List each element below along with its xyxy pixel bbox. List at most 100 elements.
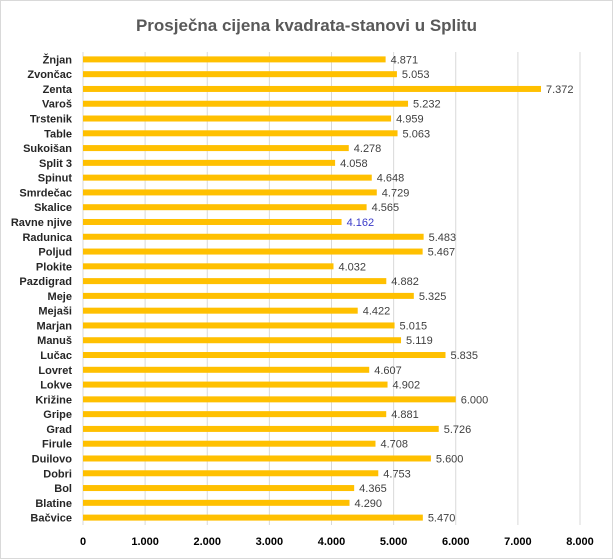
- category-label: Spinut: [38, 173, 73, 185]
- data-label: 5.232: [413, 99, 441, 111]
- bar: [83, 514, 423, 521]
- category-label: Manuš: [37, 335, 72, 347]
- chart-title: Prosječna cijena kvadrata-stanovi u Spli…: [135, 16, 478, 35]
- bar: [83, 499, 350, 506]
- x-tick-label: 1.000: [131, 536, 159, 548]
- bar: [83, 366, 370, 373]
- data-label: 5.015: [400, 320, 428, 332]
- category-label: Radunica: [22, 232, 72, 244]
- bar: [83, 100, 409, 107]
- bar: [83, 292, 414, 299]
- category-label: Lokve: [40, 380, 72, 392]
- category-label: Duilovo: [32, 453, 73, 465]
- category-label: Blatine: [35, 498, 72, 510]
- category-label: Varoš: [42, 99, 72, 111]
- bar: [83, 85, 541, 92]
- bar: [83, 278, 387, 285]
- category-label: Žnjan: [43, 53, 73, 66]
- data-label: 5.600: [436, 453, 464, 465]
- x-tick-label: 0: [80, 536, 86, 548]
- data-label: 5.119: [406, 335, 433, 347]
- category-label: Pazdigrad: [19, 276, 72, 288]
- bar: [83, 322, 395, 329]
- bar: [83, 411, 387, 418]
- x-tick-label: 5.000: [380, 536, 408, 548]
- bar: [83, 115, 392, 122]
- data-label: 7.372: [546, 84, 574, 96]
- category-label: Smrdečac: [19, 187, 72, 199]
- data-label: 4.753: [383, 468, 411, 480]
- category-label: Zenta: [43, 84, 73, 96]
- data-label: 4.708: [380, 439, 408, 451]
- bar: [83, 204, 367, 211]
- bar: [83, 189, 377, 196]
- bar: [83, 248, 423, 255]
- x-tick-label: 3.000: [256, 536, 284, 548]
- data-label: 5.835: [450, 350, 478, 362]
- category-label: Poljud: [38, 247, 72, 259]
- data-label: 4.422: [363, 306, 391, 318]
- data-label: 6.000: [461, 394, 489, 406]
- bar: [83, 130, 398, 137]
- data-label: 4.881: [391, 409, 419, 421]
- data-label: 4.882: [391, 276, 419, 288]
- category-label: Bačvice: [30, 513, 72, 525]
- category-label: Ravne njive: [11, 217, 72, 229]
- bar: [83, 396, 456, 403]
- data-label: 4.032: [338, 261, 366, 273]
- bar: [83, 485, 355, 492]
- data-label: 5.325: [419, 291, 447, 303]
- category-label: Firule: [42, 439, 72, 451]
- data-label: 4.565: [372, 202, 400, 214]
- bar: [83, 71, 397, 78]
- bar: [83, 233, 424, 240]
- data-label: 4.648: [377, 173, 405, 185]
- data-label: 5.470: [428, 513, 456, 525]
- bar: [83, 159, 336, 166]
- bar: [83, 381, 388, 388]
- bar: [83, 145, 349, 152]
- bar: [83, 455, 431, 462]
- category-label: Zvončac: [27, 69, 72, 81]
- data-label: 4.959: [396, 114, 424, 126]
- bar: [83, 352, 446, 359]
- category-label: Sukoišan: [23, 143, 72, 155]
- x-tick-label: 2.000: [193, 536, 221, 548]
- category-label: Lučac: [40, 350, 72, 362]
- category-label: Marjan: [37, 320, 73, 332]
- bar: [83, 56, 386, 63]
- category-label: Mejaši: [38, 306, 72, 318]
- x-tick-label: 6.000: [442, 536, 470, 548]
- data-label: 4.607: [374, 365, 402, 377]
- x-tick-label: 8.000: [566, 536, 594, 548]
- data-label: 4.278: [354, 143, 382, 155]
- data-label: 4.365: [359, 483, 387, 495]
- data-label: 4.162: [347, 217, 375, 229]
- category-label: Bol: [54, 483, 72, 495]
- data-label: 4.871: [391, 54, 419, 66]
- bar: [83, 174, 372, 181]
- data-label: 4.290: [355, 498, 383, 510]
- data-label: 5.726: [444, 424, 472, 436]
- category-label: Plokite: [36, 261, 72, 273]
- x-tick-label: 4.000: [318, 536, 346, 548]
- data-label: 5.053: [402, 69, 430, 81]
- data-label: 4.058: [340, 158, 368, 170]
- data-label: 5.483: [429, 232, 457, 244]
- category-label: Skalice: [34, 202, 72, 214]
- category-label: Grad: [46, 424, 72, 436]
- data-label: 5.063: [403, 128, 431, 140]
- bar: [83, 263, 334, 270]
- bar: [83, 425, 439, 432]
- bar: [83, 470, 379, 477]
- category-label: Split 3: [39, 158, 72, 170]
- bar: [83, 440, 376, 447]
- bar: [83, 307, 358, 314]
- category-label: Table: [44, 128, 72, 140]
- data-label: 4.902: [393, 380, 421, 392]
- category-label: Lovret: [38, 365, 72, 377]
- category-label: Trstenik: [30, 114, 73, 126]
- data-label: 4.729: [382, 187, 410, 199]
- x-tick-label: 7.000: [504, 536, 532, 548]
